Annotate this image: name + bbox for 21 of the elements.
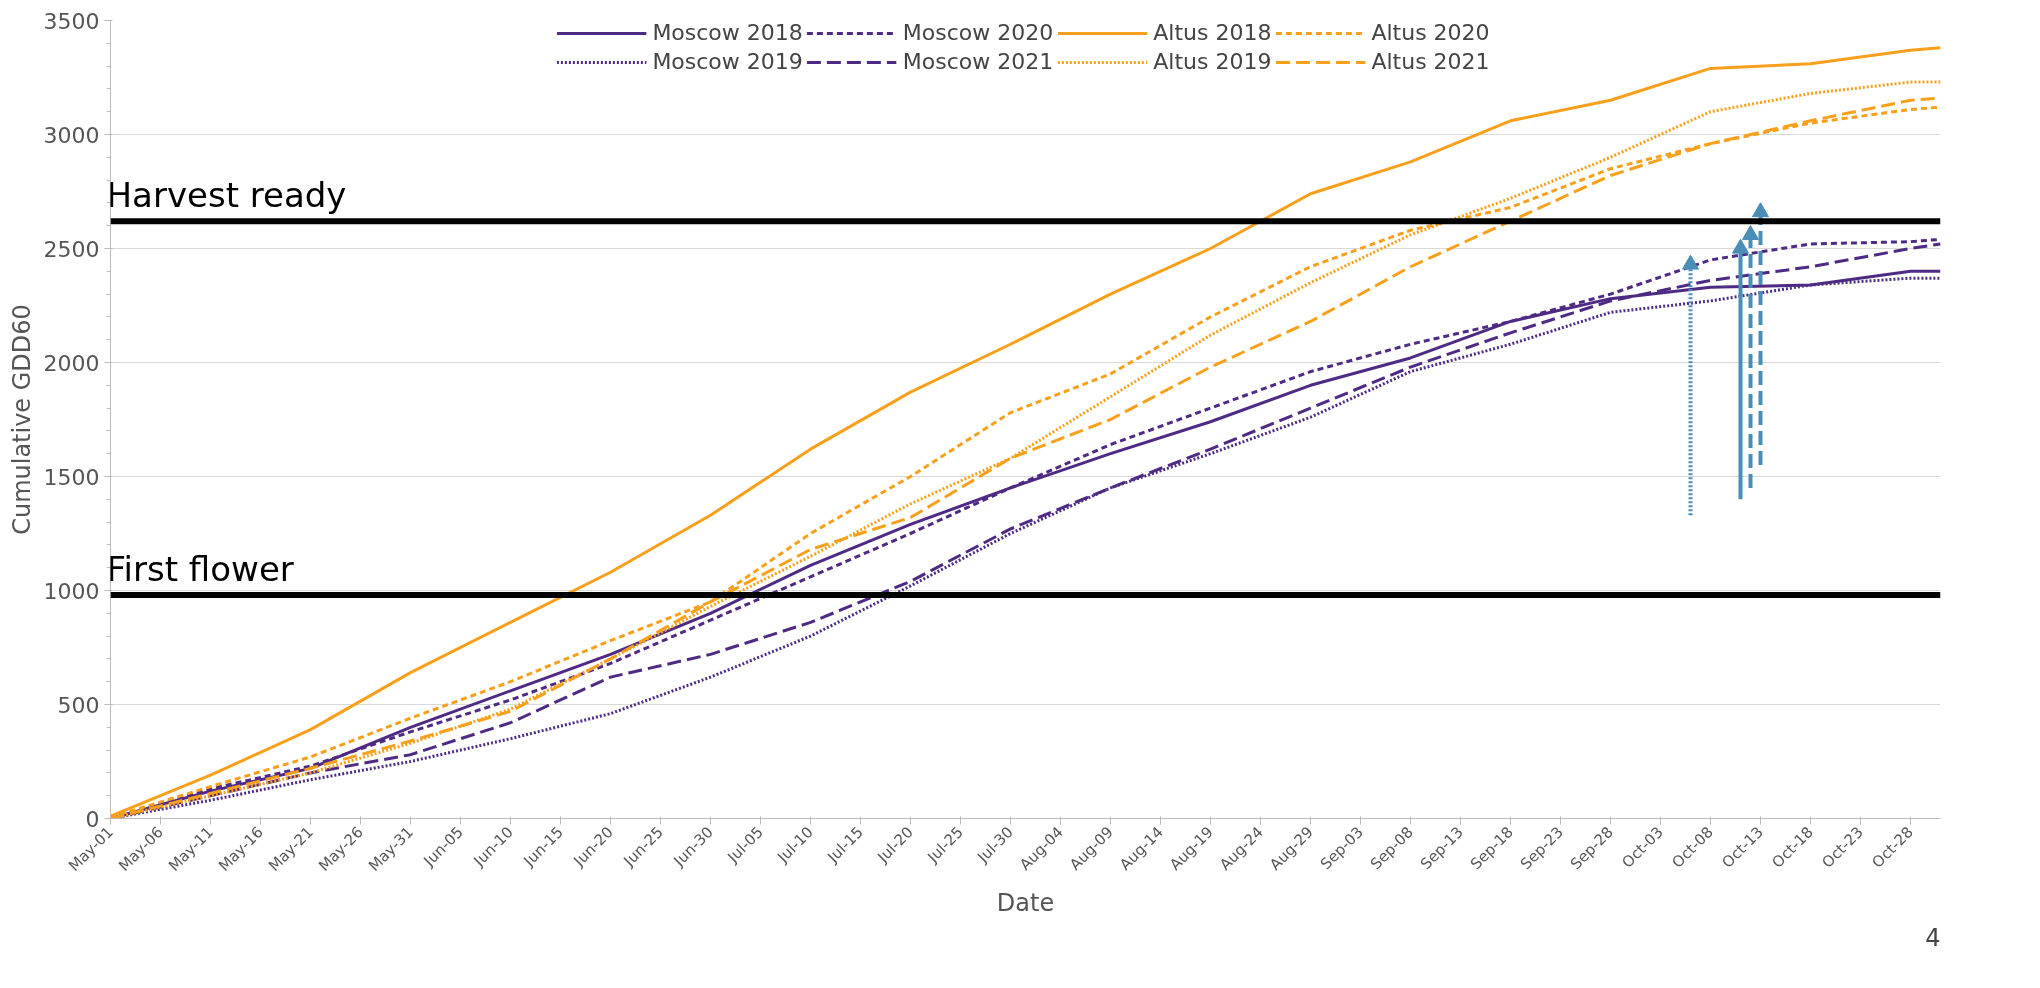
y-tick-label: 3500 [43, 8, 100, 34]
y-tick-label: 0 [85, 806, 100, 832]
y-tick-label: 2500 [43, 236, 100, 262]
ref-line-label: Harvest ready [106, 175, 347, 216]
legend-label: Moscow 2021 [902, 49, 1054, 74]
ref-line-label: First flower [106, 549, 294, 590]
legend-label: Moscow 2018 [652, 20, 803, 45]
y-tick-label: 500 [57, 692, 100, 718]
legend-label: Altus 2018 [1153, 20, 1272, 45]
text: 4 [1925, 923, 1941, 952]
y-tick-label: 1000 [43, 578, 100, 604]
legend-label: Altus 2019 [1153, 49, 1272, 74]
legend-label: Moscow 2019 [652, 49, 803, 74]
legend-label: Altus 2020 [1371, 20, 1490, 45]
x-axis-title: Date [996, 889, 1055, 918]
legend-label: Moscow 2020 [902, 20, 1054, 45]
y-tick-label: 2000 [43, 350, 100, 376]
y-tick-label: 3000 [43, 122, 100, 148]
legend-label: Altus 2021 [1371, 49, 1490, 74]
y-tick-label: 1500 [43, 464, 100, 490]
y-axis-title: Cumulative GDD60 [7, 304, 36, 535]
